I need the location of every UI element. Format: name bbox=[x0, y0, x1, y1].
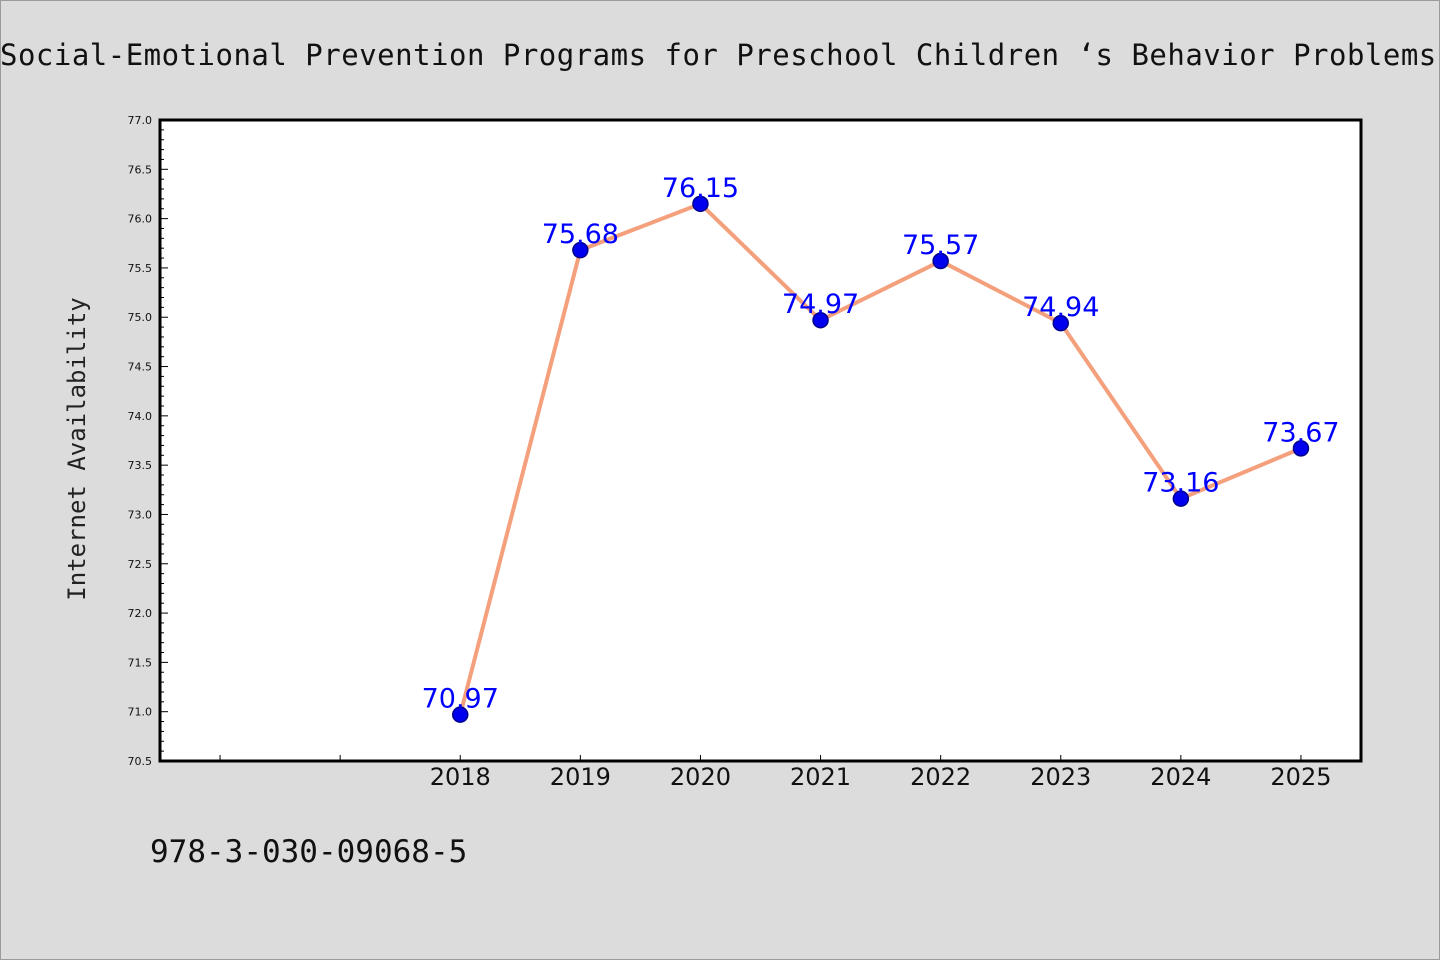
x-tick-label: 2024 bbox=[1150, 763, 1211, 791]
data-point bbox=[572, 241, 589, 259]
y-tick-label: 71.5 bbox=[128, 656, 153, 669]
data-point bbox=[452, 706, 469, 723]
isbn-footer: 978-3-030-09068-5 bbox=[150, 834, 468, 870]
data-point bbox=[1292, 440, 1310, 457]
y-tick-label: 74.5 bbox=[128, 361, 153, 374]
y-tick-label: 73.0 bbox=[128, 508, 153, 521]
series-line-path bbox=[458, 201, 1302, 716]
data-label: 73.67 bbox=[1262, 417, 1339, 448]
data-point bbox=[692, 195, 709, 213]
x-tick-label: 2020 bbox=[670, 763, 731, 791]
data-label: 76.15 bbox=[662, 173, 739, 204]
x-tick-label: 2022 bbox=[910, 763, 971, 791]
series-line bbox=[458, 201, 1302, 716]
y-tick-label: 71.0 bbox=[128, 706, 153, 719]
data-label: 75.57 bbox=[902, 230, 979, 261]
y-tick-label: 76.0 bbox=[128, 213, 153, 226]
data-point bbox=[1052, 314, 1069, 332]
data-point bbox=[812, 311, 829, 329]
y-tick-label: 75.0 bbox=[128, 311, 153, 324]
data-point bbox=[932, 252, 949, 270]
x-tick-label: 2025 bbox=[1270, 763, 1331, 791]
y-tick-label: 70.5 bbox=[128, 755, 153, 768]
x-tick-label: 2023 bbox=[1030, 763, 1091, 791]
data-labels: 70.97 75.68 76.15 74.97 75.57 74.94 73.16 73.67 bbox=[422, 173, 1340, 715]
data-label: 75.68 bbox=[542, 219, 619, 250]
y-axis-label: Internet Availability bbox=[63, 297, 91, 600]
data-label: 74.97 bbox=[782, 289, 859, 320]
data-label: 73.16 bbox=[1142, 468, 1219, 499]
y-tick-label: 72.5 bbox=[128, 558, 153, 571]
y-tick-label: 76.5 bbox=[128, 163, 153, 176]
y-tick-label: 73.5 bbox=[128, 459, 153, 472]
data-label: 70.97 bbox=[422, 684, 499, 715]
y-tick-label: 77.0 bbox=[128, 114, 153, 127]
x-tick-label: 2018 bbox=[430, 763, 491, 791]
y-tick-label: 75.5 bbox=[128, 262, 153, 275]
x-tick-label: 2019 bbox=[550, 763, 611, 791]
y-tick-label: 74.0 bbox=[128, 410, 153, 423]
x-axis: 2018 2019 2020 2021 2022 2023 2024 2025 bbox=[219, 755, 1331, 791]
series-markers bbox=[452, 195, 1310, 723]
y-axis: 70.5 71.0 71.5 72.0 72.5 73.0 73.5 74.0 74.5 75.0… bbox=[128, 114, 168, 768]
chart-title: Social-Emotional Prevention Programs for… bbox=[0, 38, 1437, 72]
plot-area bbox=[158, 118, 1363, 763]
y-tick-label: 72.0 bbox=[128, 607, 153, 620]
data-label: 74.94 bbox=[1022, 292, 1099, 323]
x-tick-label: 2021 bbox=[790, 763, 851, 791]
data-point bbox=[1172, 490, 1190, 507]
